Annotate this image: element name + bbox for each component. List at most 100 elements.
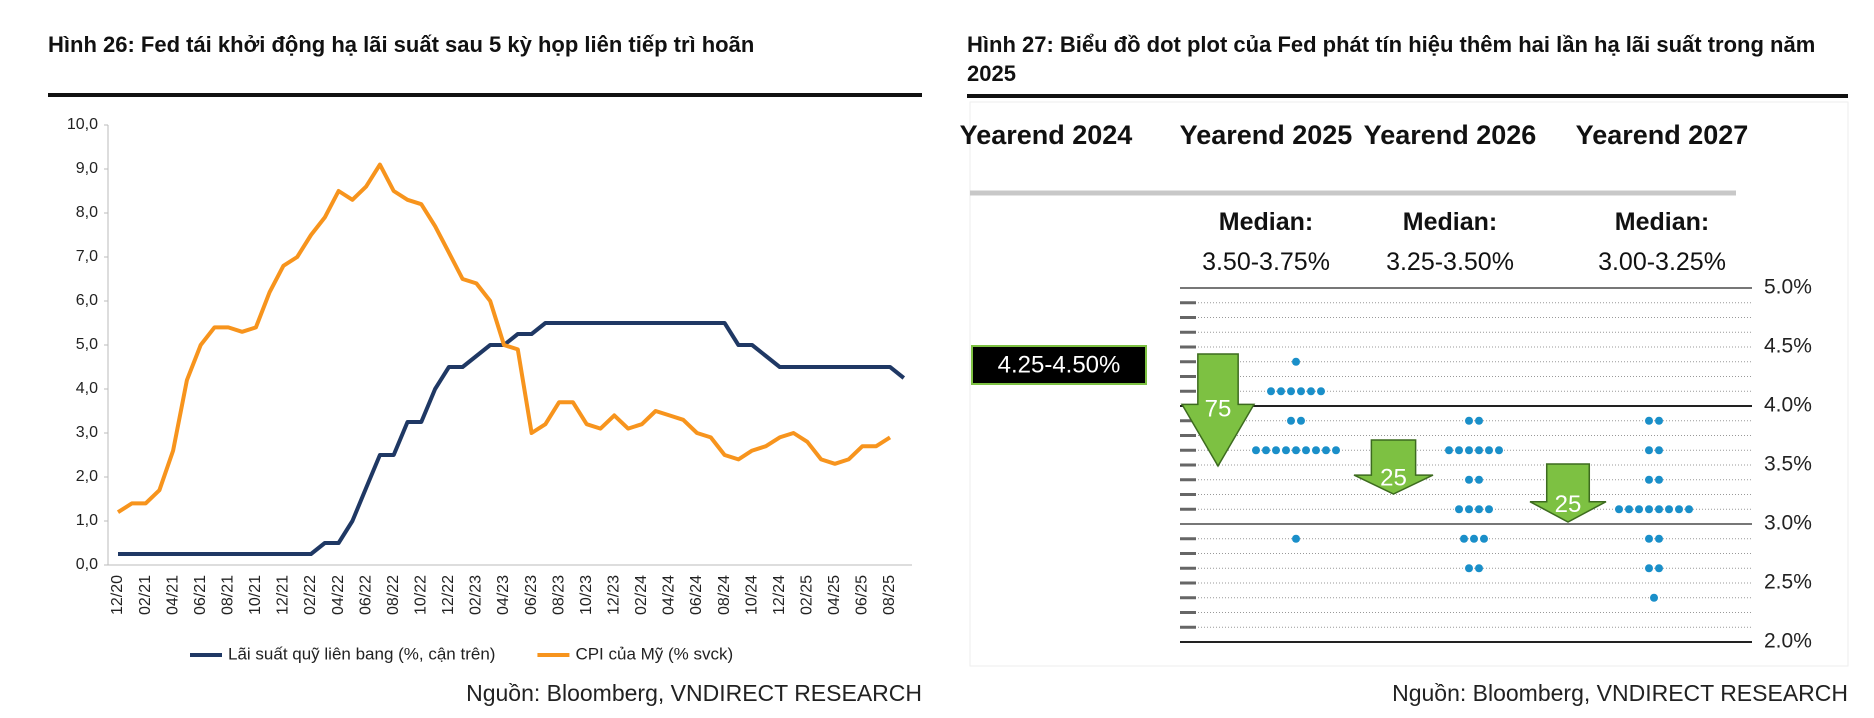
chart-title: Hình 26: Fed tái khởi động hạ lãi suất s…: [48, 32, 755, 57]
dot: [1262, 446, 1270, 455]
legend-label: Lãi suất quỹ liên bang (%, cận trên): [228, 644, 495, 663]
dot: [1475, 475, 1483, 484]
title-rule: [48, 93, 922, 97]
current-range-box: [971, 345, 1147, 385]
cut-arrow: [1529, 463, 1607, 523]
y-tick-label: 10,0: [67, 116, 98, 133]
x-tick-label: 02/22: [302, 575, 319, 615]
x-tick-label: 08/23: [550, 575, 567, 615]
dot: [1317, 387, 1325, 396]
dot: [1645, 475, 1653, 484]
x-tick-label: 06/25: [854, 575, 871, 615]
dot: [1297, 416, 1305, 425]
cut-label: 25: [1555, 491, 1582, 518]
dot: [1645, 564, 1653, 573]
dot: [1645, 416, 1653, 425]
x-tick-label: 04/22: [330, 575, 347, 615]
y-tick-label: 7,0: [76, 248, 98, 265]
cut-label: 75: [1205, 395, 1232, 422]
x-tick-label: 06/22: [357, 575, 374, 615]
column-header: Yearend 2026: [1363, 120, 1537, 150]
x-tick-label: 04/24: [661, 575, 678, 615]
x-tick-label: 10/23: [578, 575, 595, 615]
dot: [1615, 505, 1623, 514]
dot: [1287, 387, 1295, 396]
dot: [1635, 505, 1643, 514]
dot: [1302, 446, 1310, 455]
dot: [1485, 505, 1493, 514]
dot: [1465, 475, 1473, 484]
y-tick-label: 5,0: [76, 336, 98, 353]
column-header: Yearend 2024: [959, 120, 1133, 150]
dot: [1645, 446, 1653, 455]
dot: [1292, 357, 1300, 366]
dot: [1267, 387, 1275, 396]
dot: [1282, 446, 1290, 455]
dot: [1470, 534, 1478, 543]
median-value: 3.50-3.75%: [1202, 248, 1330, 276]
column-header: Yearend 2027: [1575, 120, 1749, 150]
chart-title: Hình 27: Biểu đồ dot plot của Fed phát t…: [967, 32, 1816, 86]
x-tick-label: 12/22: [440, 575, 457, 615]
dot: [1312, 446, 1320, 455]
median-value: 3.25-3.50%: [1386, 248, 1514, 276]
dot: [1480, 534, 1488, 543]
dot: [1455, 505, 1463, 514]
x-tick-label: 12/24: [771, 575, 788, 615]
dot: [1645, 534, 1653, 543]
legend-label: CPI của Mỹ (% svck): [575, 644, 733, 663]
dot: [1455, 446, 1463, 455]
dot: [1292, 446, 1300, 455]
y-tick-label: 1,0: [76, 512, 98, 529]
y-tick-label: 3.0%: [1764, 512, 1812, 535]
dot: [1655, 416, 1663, 425]
x-tick-label: 08/21: [220, 575, 237, 615]
y-tick-label: 4.0%: [1764, 394, 1812, 417]
dot: [1322, 446, 1330, 455]
y-tick-label: 0,0: [76, 556, 98, 573]
x-tick-label: 08/24: [716, 575, 733, 615]
dot: [1650, 593, 1658, 602]
dot: [1287, 416, 1295, 425]
dot: [1625, 505, 1633, 514]
dot: [1665, 505, 1673, 514]
dot: [1485, 446, 1493, 455]
dot: [1685, 505, 1693, 514]
cut-label: 25: [1380, 464, 1407, 491]
source: Nguồn: Bloomberg, VNDIRECT RESEARCH: [466, 680, 922, 706]
y-tick-label: 2.0%: [1764, 630, 1812, 653]
dot: [1465, 564, 1473, 573]
x-tick-label: 08/25: [881, 575, 898, 615]
median-label: Median:: [1402, 208, 1498, 236]
x-tick-label: 08/22: [385, 575, 402, 615]
x-tick-label: 02/24: [633, 575, 650, 615]
x-tick-label: 10/22: [413, 575, 430, 615]
title-rule: [967, 94, 1848, 98]
dot: [1655, 505, 1663, 514]
median-label: Median:: [1218, 208, 1314, 236]
dot: [1272, 446, 1280, 455]
y-tick-label: 6,0: [76, 292, 98, 309]
y-tick-label: 4.5%: [1764, 335, 1812, 358]
series-line: [116, 162, 892, 514]
dot: [1465, 446, 1473, 455]
dot: [1465, 505, 1473, 514]
dot: [1655, 446, 1663, 455]
x-tick-label: 10/21: [247, 575, 264, 615]
dot: [1445, 446, 1453, 455]
dot: [1475, 564, 1483, 573]
dot: [1460, 534, 1468, 543]
dot: [1332, 446, 1340, 455]
y-tick-label: 3,0: [76, 424, 98, 441]
x-tick-label: 12/21: [275, 575, 292, 615]
series-line: [118, 321, 906, 556]
x-tick-label: 12/23: [606, 575, 623, 615]
x-tick-label: 12/20: [109, 575, 126, 615]
y-tick-label: 9,0: [76, 160, 98, 177]
y-tick-label: 3.5%: [1764, 453, 1812, 476]
y-tick-label: 2,0: [76, 468, 98, 485]
x-tick-label: 02/23: [468, 575, 485, 615]
y-tick-label: 4,0: [76, 380, 98, 397]
